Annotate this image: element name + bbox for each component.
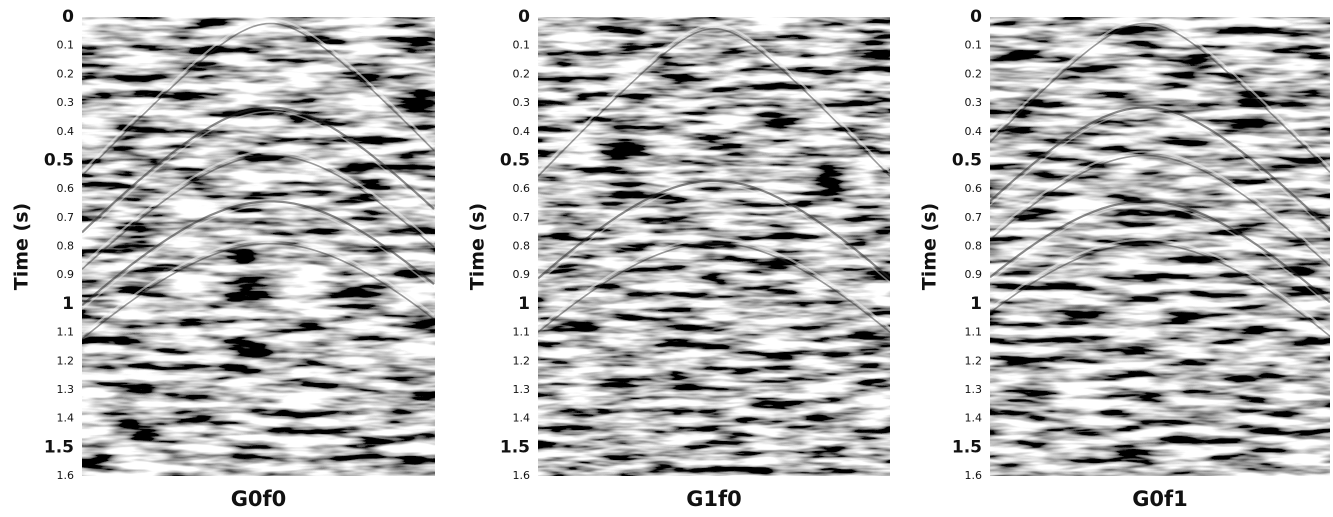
y-tick-label: 0 bbox=[970, 7, 982, 27]
y-tick-label: 1.2 bbox=[513, 354, 531, 367]
reflection-event bbox=[538, 183, 890, 284]
reflection-event bbox=[82, 200, 435, 307]
y-tick-label: 0 bbox=[62, 7, 74, 27]
y-tick-label: 0.7 bbox=[513, 211, 531, 224]
y-tick-label: 1.5 bbox=[44, 437, 74, 457]
y-tick-label: 1.1 bbox=[57, 326, 75, 339]
reflection-event bbox=[990, 106, 1330, 230]
y-tick-label: 0.2 bbox=[513, 67, 531, 80]
y-tick-label: 0.6 bbox=[965, 182, 983, 195]
reflection-event bbox=[538, 238, 890, 330]
y-tick-label: 0.4 bbox=[513, 125, 531, 138]
y-tick-label: 1.5 bbox=[500, 437, 530, 457]
y-tick-label: 0.3 bbox=[513, 96, 531, 109]
reflection-event bbox=[82, 154, 435, 270]
y-tick-label: 1.1 bbox=[513, 326, 531, 339]
reflection-event bbox=[82, 242, 435, 340]
y-tick-label: 1.4 bbox=[513, 412, 531, 425]
reflection-event bbox=[82, 238, 435, 336]
y-tick-label: 0.8 bbox=[513, 240, 531, 253]
reflection-event bbox=[990, 18, 1330, 169]
reflection-event bbox=[538, 242, 890, 333]
y-tick-label: 1.2 bbox=[965, 354, 983, 367]
y-tick-label: 1.4 bbox=[965, 412, 983, 425]
y-tick-label: 1.3 bbox=[57, 383, 75, 396]
y-tick-label: 0.2 bbox=[965, 67, 983, 80]
y-axis-label: Time (s) bbox=[919, 203, 941, 290]
image-background bbox=[538, 17, 890, 476]
reflection-event bbox=[990, 150, 1330, 263]
y-axis-label: Time (s) bbox=[467, 203, 489, 290]
y-tick-label: 0.7 bbox=[57, 211, 75, 224]
y-tick-label: 0.9 bbox=[57, 268, 75, 281]
panel-title: G0f1 bbox=[1132, 487, 1188, 511]
y-tick-label: 0 bbox=[518, 7, 530, 27]
reflection-event bbox=[538, 179, 890, 280]
reflection-event bbox=[990, 204, 1330, 307]
y-tick-label: 0.1 bbox=[965, 39, 983, 52]
y-tick-label: 0.3 bbox=[965, 96, 983, 109]
y-axis-label: Time (s) bbox=[11, 203, 33, 290]
reflection-event bbox=[82, 204, 435, 310]
seismic-image bbox=[82, 17, 435, 476]
reflection-event bbox=[990, 110, 1330, 234]
y-tick-label: 0.5 bbox=[500, 150, 530, 170]
y-tick-label: 0.4 bbox=[57, 125, 75, 138]
y-tick-label: 0.5 bbox=[44, 150, 74, 170]
y-tick-label: 1.5 bbox=[952, 437, 982, 457]
y-tick-label: 0.4 bbox=[965, 125, 983, 138]
seismic-image bbox=[538, 17, 890, 476]
y-tick-label: 1 bbox=[970, 294, 982, 314]
reflection-event bbox=[990, 22, 1330, 173]
reflection-event bbox=[538, 23, 890, 174]
image-background bbox=[82, 17, 435, 476]
y-tick-label: 0.6 bbox=[57, 182, 75, 195]
y-tick-label: 0.2 bbox=[57, 67, 75, 80]
reflection-event bbox=[82, 110, 435, 237]
y-tick-label: 0.7 bbox=[965, 211, 983, 224]
y-tick-label: 1.1 bbox=[965, 326, 983, 339]
panel-title: G1f0 bbox=[686, 487, 742, 511]
reflection-event bbox=[82, 106, 435, 234]
y-tick-label: 0.9 bbox=[965, 268, 983, 281]
y-tick-label: 0.1 bbox=[57, 39, 75, 52]
reflection-event bbox=[990, 242, 1330, 337]
y-tick-label: 0.3 bbox=[57, 96, 75, 109]
reflection-event bbox=[990, 200, 1330, 304]
y-tick-label: 1.3 bbox=[965, 383, 983, 396]
y-tick-label: 0.8 bbox=[57, 240, 75, 253]
image-background bbox=[990, 17, 1330, 476]
reflection-event bbox=[82, 22, 435, 177]
reflection-event bbox=[82, 150, 435, 267]
reflection-event bbox=[990, 154, 1330, 267]
reflection-event bbox=[82, 18, 435, 173]
y-tick-label: 1 bbox=[518, 294, 530, 314]
y-tick-label: 1.6 bbox=[57, 469, 75, 482]
y-tick-label: 0.5 bbox=[952, 150, 982, 170]
y-tick-label: 1.6 bbox=[513, 469, 531, 482]
y-tick-label: 1 bbox=[62, 294, 74, 314]
reflection-event bbox=[538, 27, 890, 177]
y-tick-label: 1.3 bbox=[513, 383, 531, 396]
y-tick-label: 0.1 bbox=[513, 39, 531, 52]
y-tick-label: 0.6 bbox=[513, 182, 531, 195]
y-tick-label: 1.6 bbox=[965, 469, 983, 482]
reflection-event bbox=[990, 238, 1330, 334]
y-tick-label: 0.8 bbox=[965, 240, 983, 253]
y-tick-label: 0.9 bbox=[513, 268, 531, 281]
panel-title: G0f0 bbox=[231, 487, 287, 511]
y-tick-label: 1.2 bbox=[57, 354, 75, 367]
y-tick-label: 1.4 bbox=[57, 412, 75, 425]
seismic-image bbox=[990, 17, 1330, 476]
